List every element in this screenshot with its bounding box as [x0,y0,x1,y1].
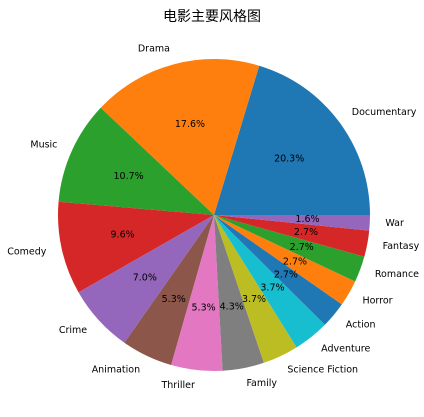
pct-label-thriller: 5.3% [192,303,216,314]
category-label-romance: Romance [375,269,419,280]
category-label-adventure: Adventure [321,344,370,355]
category-label-family: Family [246,378,277,389]
pie-slice-science-fiction [214,215,297,363]
category-label-music: Music [30,139,57,150]
category-label-science-fiction: Science Fiction [287,365,358,376]
category-label-war: War [385,218,404,229]
pct-label-science-fiction: 3.7% [242,294,266,305]
category-label-documentary: Documentary [352,107,417,118]
pie-slice-comedy [58,201,214,293]
pct-label-drama: 17.6% [175,119,205,130]
pie-slice-drama [100,58,260,215]
pie-slice-documentary [214,65,370,216]
category-label-fantasy: Fantasy [383,241,420,252]
pie-slice-thriller [171,215,223,371]
pct-label-crime: 7.0% [133,273,157,284]
pie-slice-horror [214,215,356,305]
category-label-action: Action [346,319,376,330]
pct-label-horror: 2.7% [283,256,307,267]
pie-slice-war [214,215,370,231]
pct-label-family: 4.3% [220,301,244,312]
pie-slice-action [214,215,342,325]
pct-label-animation: 5.3% [162,294,186,305]
category-labels: Documentary Drama Music Comedy Crime Animatio… [7,44,419,391]
pct-label-fantasy: 2.7% [294,227,318,238]
percentage-labels: 20.3%17.6%10.7%9.6%7.0%5.3%5.3% 4.3%3.7%3… [111,119,320,313]
pie-slice-fantasy [214,215,370,257]
pct-label-documentary: 20.3% [274,154,304,165]
category-label-horror: Horror [362,296,392,307]
pie-slice-adventure [214,215,325,348]
pct-label-music: 10.7% [113,171,143,182]
pie-slice-crime [78,215,215,343]
pct-label-adventure: 3.7% [260,283,284,294]
pct-label-romance: 2.7% [290,242,314,253]
category-label-drama: Drama [138,44,170,55]
pie-slices [58,58,370,371]
pie-slice-family [214,215,264,371]
category-label-comedy: Comedy [7,246,47,257]
category-label-animation: Animation [92,364,140,375]
category-label-crime: Crime [59,325,87,336]
pct-label-war: 1.6% [295,214,319,225]
pie-slice-music [58,107,214,215]
pie-slice-animation [124,215,214,365]
pct-label-comedy: 9.6% [111,230,135,241]
pie-slice-romance [214,215,365,282]
chart-title: 电影主要风格图 [163,9,261,25]
category-label-thriller: Thriller [160,380,194,391]
pct-label-action: 2.7% [274,269,298,280]
